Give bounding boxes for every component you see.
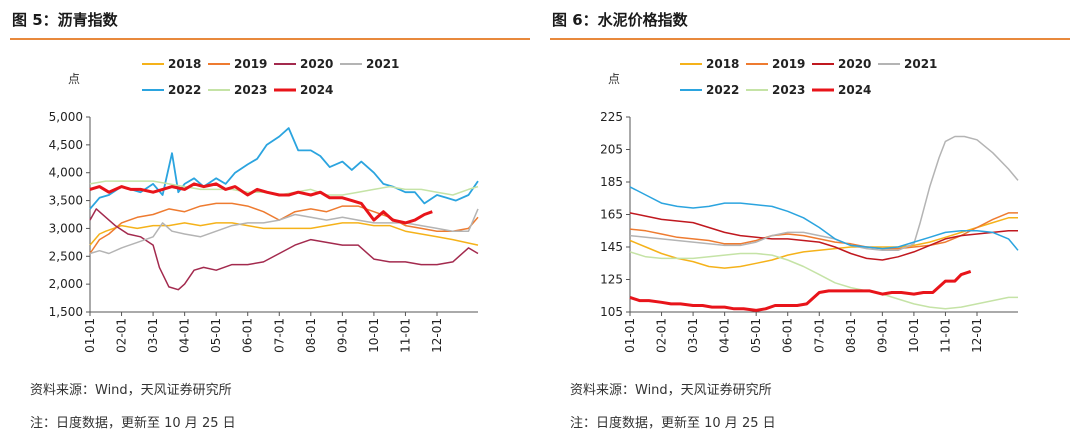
- series-line-2018: [89, 222, 479, 246]
- legend-label-2021: 2021: [366, 57, 399, 71]
- x-tick-label: 08-01: [844, 318, 858, 353]
- legend-label-2018: 2018: [168, 57, 201, 71]
- chart-title: 图 6：水泥价格指数: [552, 11, 688, 29]
- x-tick-label: 03-01: [146, 318, 160, 353]
- series-line-2023: [629, 251, 1018, 310]
- x-tick-label: 12-01: [430, 318, 444, 353]
- series-line-2024: [629, 269, 972, 312]
- y-tick-label: 125: [600, 273, 623, 287]
- x-tick-label: 09-01: [875, 318, 889, 353]
- y-tick-label: 5,000: [49, 110, 83, 124]
- legend-label-2021: 2021: [904, 57, 937, 71]
- legend-label-2019: 2019: [234, 57, 267, 71]
- legend-label-2020: 2020: [838, 57, 871, 71]
- series-line-2022: [89, 127, 479, 210]
- x-tick-label: 05-01: [209, 318, 223, 353]
- legend-label-2018: 2018: [706, 57, 739, 71]
- x-tick-label: 02-01: [115, 318, 129, 353]
- x-tick-label: 06-01: [781, 318, 795, 353]
- x-tick-label: 10-01: [367, 318, 381, 353]
- legend-label-2024: 2024: [300, 83, 333, 97]
- footnote: 注：日度数据，更新至 10 月 25 日: [570, 416, 776, 431]
- y-axis-label: 点: [68, 72, 80, 86]
- x-tick-label: 04-01: [718, 318, 732, 353]
- title-divider: [10, 38, 530, 40]
- x-tick-label: 11-01: [398, 318, 412, 353]
- series-line-2020: [89, 208, 479, 291]
- legend-label-2019: 2019: [772, 57, 805, 71]
- legend-label-2022: 2022: [168, 83, 201, 97]
- cement-index-chart: 点 105 125 145 165 185 205 225 01-01 02-01 03-01 04-…: [600, 57, 1019, 353]
- y-tick-label: 205: [600, 143, 623, 157]
- x-tick-label: 08-01: [304, 318, 318, 353]
- series-line-2022: [629, 186, 1019, 251]
- y-tick-label: 145: [600, 240, 623, 254]
- x-tick-label: 07-01: [272, 318, 286, 353]
- x-tick-label: 01-01: [623, 318, 637, 353]
- asphalt-index-chart: 点 1,500 2,000 2,500 3,000 3,500 4,000 4,500 5,00…: [49, 57, 479, 353]
- series-line-2018: [629, 217, 1018, 269]
- x-tick-label: 11-01: [938, 318, 952, 353]
- y-tick-label: 165: [600, 208, 623, 222]
- x-tick-label: 02-01: [655, 318, 669, 353]
- x-tick-label: 12-01: [970, 318, 984, 353]
- y-tick-label: 2,500: [49, 249, 83, 263]
- legend-label-2024: 2024: [838, 83, 871, 97]
- legend-label-2023: 2023: [772, 83, 805, 97]
- series-line-2024: [89, 182, 433, 225]
- y-tick-label: 105: [600, 305, 623, 319]
- legend-label-2022: 2022: [706, 83, 739, 97]
- y-tick-label: 2,000: [49, 277, 83, 291]
- series-line-2020: [629, 212, 1018, 261]
- y-tick-label: 1,500: [49, 305, 83, 319]
- asphalt-index-panel: 图 5：沥青指数 点 1,500 2,000 2,500 3,000 3,500 4,000…: [10, 0, 540, 436]
- source-note: 资料来源：Wind，天风证券研究所: [30, 383, 232, 398]
- series-line-2021: [89, 208, 479, 255]
- y-tick-label: 3,500: [49, 194, 83, 208]
- title-divider: [550, 38, 1070, 40]
- y-tick-label: 185: [600, 175, 623, 189]
- x-tick-label: 07-01: [812, 318, 826, 353]
- y-tick-label: 225: [600, 110, 623, 124]
- x-tick-label: 01-01: [83, 318, 97, 353]
- footnote: 注：日度数据，更新至 10 月 25 日: [30, 416, 236, 431]
- source-note: 资料来源：Wind，天风证券研究所: [570, 383, 772, 398]
- x-tick-label: 09-01: [335, 318, 349, 353]
- x-tick-label: 03-01: [686, 318, 700, 353]
- y-axis-label: 点: [608, 72, 620, 86]
- x-tick-label: 05-01: [749, 318, 763, 353]
- legend-label-2023: 2023: [234, 83, 267, 97]
- legend-label-2020: 2020: [300, 57, 333, 71]
- cement-index-panel: 图 6：水泥价格指数 点 105 125 145 165 185 205 225 01-01 02…: [550, 0, 1080, 436]
- x-tick-label: 10-01: [907, 318, 921, 353]
- x-tick-label: 04-01: [178, 318, 192, 353]
- y-tick-label: 4,000: [49, 166, 83, 180]
- y-tick-label: 4,500: [49, 138, 83, 152]
- x-tick-label: 06-01: [241, 318, 255, 353]
- chart-title: 图 5：沥青指数: [12, 11, 118, 29]
- y-tick-label: 3,000: [49, 221, 83, 235]
